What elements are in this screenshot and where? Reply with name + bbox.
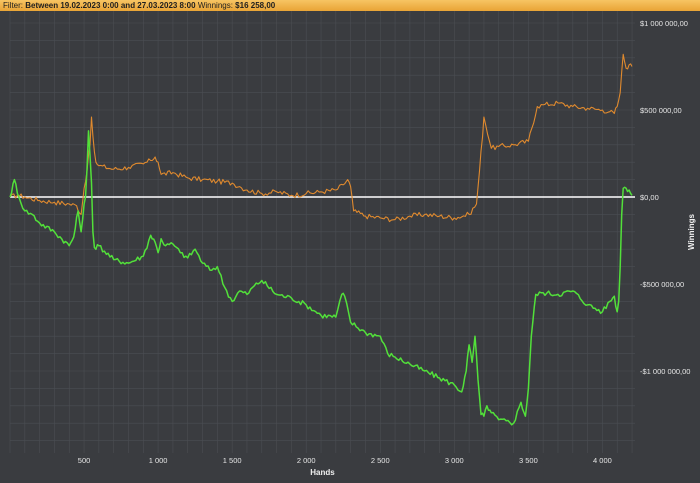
y-tick-label: $1 000 000,00	[640, 19, 688, 28]
y-tick-label: -$1 000 000,00	[640, 367, 690, 376]
winnings-value: $16 258,00	[235, 1, 276, 10]
grid	[9, 11, 635, 453]
winnings-label: Winnings:	[197, 1, 233, 10]
y-tick-label: $500 000,00	[640, 106, 682, 115]
x-tick-label: 3 000	[445, 456, 464, 465]
y-tick-label: -$500 000,00	[640, 280, 684, 289]
y-axis-title: Winnings	[687, 213, 696, 249]
winnings-chart: 500 1 000 1 500 2 000 2 500 3 000 3 500 4 000 $…	[9, 11, 696, 477]
x-tick-label: 1 000	[149, 456, 168, 465]
series-line-1	[9, 53, 633, 223]
x-axis-title: Hands	[310, 468, 335, 477]
x-tick-label: 1 500	[223, 456, 242, 465]
filter-bar: Filter: Between 19.02.2023 0:00 and 27.0…	[0, 0, 700, 11]
series-lines	[9, 53, 633, 426]
x-axis-ticks: 500 1 000 1 500 2 000 2 500 3 000 3 500 4 000	[78, 456, 612, 465]
y-axis-ticks: $1 000 000,00 $500 000,00 $0,00 -$500 000,0…	[640, 19, 690, 376]
filter-value: Between 19.02.2023 0:00 and 27.03.2023 8…	[25, 1, 196, 10]
series-line-2	[9, 130, 633, 426]
x-tick-label: 3 500	[519, 456, 538, 465]
x-tick-label: 2 500	[371, 456, 390, 465]
y-tick-label: $0,00	[640, 193, 659, 202]
x-tick-label: 4 000	[593, 456, 612, 465]
filter-label: Filter:	[3, 1, 23, 10]
x-tick-label: 500	[78, 456, 91, 465]
x-tick-label: 2 000	[297, 456, 316, 465]
